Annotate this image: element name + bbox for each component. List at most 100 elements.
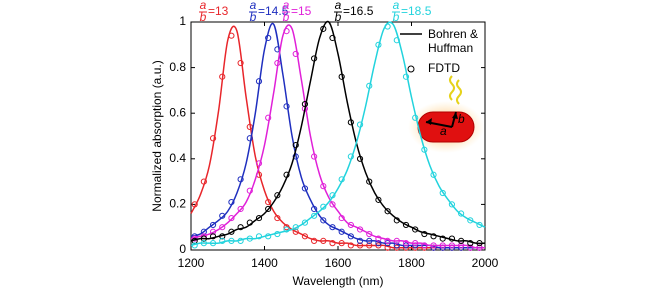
label-value: =18.5 — [401, 4, 432, 18]
fdtd-point — [219, 212, 226, 219]
fdtd-point — [384, 208, 391, 215]
fdtd-point — [274, 192, 281, 199]
fdtd-point — [448, 242, 456, 249]
fdtd-point — [402, 242, 410, 249]
label-denominator: b — [200, 10, 207, 24]
fdtd-point — [265, 34, 272, 42]
fdtd-point — [265, 233, 272, 240]
fdtd-point — [301, 219, 309, 226]
inset-arrowhead — [452, 112, 458, 119]
fdtd-point — [393, 244, 400, 251]
fdtd-point — [347, 233, 354, 240]
fdtd-point — [237, 237, 244, 244]
fdtd-point — [338, 228, 345, 235]
fdtd-point — [311, 237, 318, 244]
fdtd-point — [338, 73, 345, 80]
inset-wave — [449, 75, 455, 101]
fdtd-point — [384, 244, 391, 251]
label-denominator: b — [335, 10, 342, 24]
fdtd-point — [246, 135, 253, 142]
fdtd-point — [237, 59, 244, 67]
fdtd-point — [412, 240, 419, 247]
x-axis-label: Wavelength (nm) — [293, 274, 384, 288]
fdtd-point — [430, 233, 437, 240]
fdtd-point — [366, 242, 373, 249]
fdtd-point — [255, 233, 263, 240]
y-tick-label: 0.4 — [169, 151, 186, 165]
fdtd-point — [439, 242, 446, 249]
fdtd-point — [338, 240, 345, 247]
inset-arrowhead — [426, 118, 432, 125]
label-value: =15 — [291, 4, 312, 18]
fdtd-point — [329, 240, 336, 247]
label-numerator: a — [335, 0, 342, 12]
fdtd-point — [356, 226, 364, 233]
fdtd-point — [311, 212, 318, 219]
x-tick-label: 1400 — [251, 256, 278, 270]
fdtd-point — [191, 242, 198, 249]
fdtd-point — [421, 146, 428, 153]
fdtd-point — [255, 214, 263, 222]
label-value: =13 — [208, 4, 229, 18]
fdtd-point — [219, 73, 226, 80]
fdtd-point — [283, 171, 290, 178]
inset-label: b — [458, 112, 465, 126]
fdtd-point — [402, 73, 410, 80]
fdtd-point — [375, 196, 382, 203]
fdtd-point — [375, 41, 382, 48]
label-value: =14.5 — [258, 4, 289, 18]
fdtd-point — [476, 244, 483, 251]
fdtd-point — [228, 228, 235, 235]
fdtd-point — [402, 240, 410, 247]
y-tick-label: 0 — [179, 242, 186, 256]
fdtd-point — [439, 189, 446, 197]
label-denominator: b — [250, 10, 257, 24]
fdtd-point — [375, 242, 382, 249]
fdtd-point — [246, 187, 253, 194]
fdtd-point — [209, 228, 217, 235]
x-tick-label: 2000 — [472, 256, 499, 270]
fdtd-point — [191, 237, 198, 244]
fdtd-point — [448, 235, 456, 242]
fdtd-point — [200, 178, 207, 185]
fdtd-point — [274, 214, 281, 222]
fdtd-point — [448, 201, 456, 208]
fdtd-point — [366, 82, 373, 89]
label-numerator: a — [283, 0, 290, 12]
fdtd-point — [356, 121, 364, 128]
fdtd-point — [292, 142, 299, 149]
label-denominator: b — [283, 10, 290, 24]
fdtd-point — [421, 230, 428, 238]
label-numerator: a — [200, 0, 207, 12]
fdtd-point — [200, 240, 207, 247]
fdtd-point — [219, 233, 226, 240]
y-tick-label: 0.8 — [169, 60, 186, 74]
fdtd-point — [356, 242, 364, 249]
fdtd-point — [329, 201, 336, 208]
fdtd-point — [412, 226, 419, 233]
fdtd-point — [476, 240, 483, 247]
fdtd-point — [320, 183, 327, 190]
fdtd-point — [384, 237, 391, 244]
fdtd-point — [430, 171, 437, 178]
fdtd-point — [209, 233, 217, 240]
fdtd-point — [255, 78, 263, 85]
fdtd-point — [393, 237, 400, 244]
fdtd-point — [366, 237, 373, 244]
fdtd-point — [255, 160, 263, 167]
fdtd-point — [219, 224, 226, 231]
fdtd-point — [292, 153, 299, 160]
fdtd-point — [402, 221, 410, 229]
fdtd-point — [393, 242, 400, 249]
fdtd-point — [366, 178, 373, 185]
fdtd-point — [228, 32, 235, 39]
fdtd-point — [384, 240, 391, 247]
fdtd-point — [311, 205, 318, 213]
fdtd-point — [228, 214, 235, 222]
fdtd-point — [283, 226, 290, 233]
fdtd-point — [274, 59, 281, 67]
fdtd-point — [191, 201, 198, 208]
fdtd-point — [430, 242, 437, 249]
label-numerator: a — [250, 0, 257, 12]
fdtd-point — [237, 224, 244, 231]
